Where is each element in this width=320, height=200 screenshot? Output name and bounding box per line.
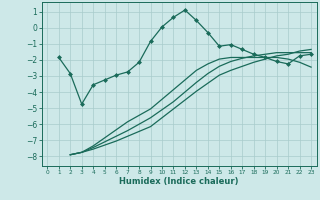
X-axis label: Humidex (Indice chaleur): Humidex (Indice chaleur)	[119, 177, 239, 186]
